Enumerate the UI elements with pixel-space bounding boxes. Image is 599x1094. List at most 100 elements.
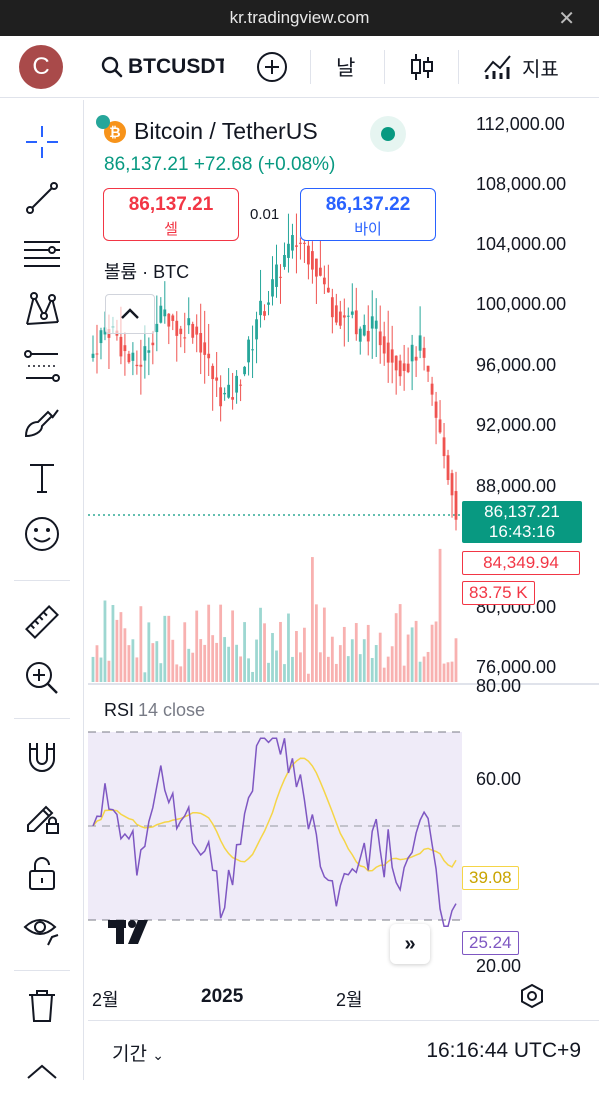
rsi-tick: 60.00 — [476, 769, 522, 789]
candle — [239, 384, 242, 386]
time-label: 2025 — [201, 986, 244, 1007]
price-axis[interactable]: 112,000.00 108,000.00 104,000.00 100,000… — [468, 100, 599, 684]
expand-toolbar[interactable] — [20, 1050, 64, 1094]
close-icon[interactable]: ✕ — [558, 8, 575, 30]
volume-bar — [322, 607, 326, 682]
avatar-letter: C — [32, 53, 50, 80]
search-icon — [101, 56, 123, 78]
tool-divider — [14, 580, 70, 581]
volume-bar — [239, 656, 242, 682]
candle — [183, 337, 187, 339]
remove-drawings-tool[interactable] — [20, 984, 64, 1028]
volume-bar — [99, 657, 103, 682]
volume-bar — [127, 645, 131, 682]
time-axis[interactable]: 2월 2025 2월 — [88, 980, 599, 1020]
lock-drawing-tool[interactable] — [20, 794, 64, 838]
indicators-button[interactable]: 지표 — [482, 36, 559, 98]
chart-settings-button[interactable] — [518, 982, 546, 1015]
legend-price: 86,137.21 +72.68 (+0.08%) — [104, 154, 335, 176]
url-text[interactable]: kr.tradingview.com — [229, 8, 370, 27]
period-selector[interactable]: 기간 ⌄ — [112, 1039, 164, 1066]
volume-bar — [418, 661, 422, 682]
volume-bar — [207, 604, 211, 682]
interval-button[interactable]: 날 — [336, 36, 355, 98]
ruler-tool[interactable] — [20, 600, 64, 644]
visibility-tool[interactable] — [20, 908, 64, 952]
pattern-tool[interactable] — [20, 288, 64, 332]
volume-bar — [394, 613, 398, 682]
market-open-icon[interactable] — [370, 116, 406, 152]
emoji-tool[interactable] — [20, 512, 64, 556]
buy-button[interactable]: 86,137.22 바이 — [300, 188, 436, 241]
symbol-title: Bitcoin / TetherUS — [134, 118, 318, 144]
sell-button[interactable]: 86,137.21 셀 — [103, 188, 239, 241]
rsi-title: RSI — [104, 700, 135, 720]
eye-icon — [23, 919, 59, 946]
candle — [450, 473, 454, 496]
symbol-search-button[interactable]: BTCUSDT — [100, 36, 224, 98]
volume-bar — [410, 627, 414, 682]
candle — [147, 350, 151, 353]
unlock-icon — [29, 857, 55, 890]
timezone-clock[interactable]: 16:16:44 UTC+9 — [426, 1039, 581, 1062]
crosshair-tool[interactable] — [20, 120, 64, 164]
candle — [414, 356, 418, 361]
bar-countdown: 16:43:16 — [488, 522, 556, 541]
volume-bar — [330, 636, 334, 682]
compare-button[interactable] — [256, 36, 288, 98]
fib-tool[interactable] — [20, 232, 64, 276]
volume-bar — [199, 639, 203, 682]
bitcoin-icon: ₿ — [96, 114, 126, 143]
volume-bar — [354, 623, 358, 682]
text-icon — [30, 464, 54, 493]
volume-bar — [147, 622, 151, 682]
tradingview-logo — [108, 920, 156, 951]
rsi-legend[interactable]: RSI 14 close — [104, 700, 205, 721]
avatar[interactable]: C — [19, 45, 63, 89]
volume-bar — [314, 604, 318, 682]
volume-bar — [334, 663, 338, 682]
volume-bar — [123, 628, 127, 682]
brush-tool[interactable] — [20, 400, 64, 444]
trendline-tool[interactable] — [20, 176, 64, 220]
volume-bar — [382, 667, 386, 682]
collapse-legend-button[interactable] — [105, 294, 155, 334]
candle — [167, 313, 171, 327]
volume-bar — [374, 645, 378, 682]
candle — [350, 311, 354, 315]
candle — [135, 364, 139, 367]
volume-bar — [159, 663, 163, 682]
scroll-to-realtime-button[interactable]: » — [390, 924, 430, 964]
tool-divider — [14, 718, 70, 719]
candle — [326, 287, 330, 293]
candle — [382, 336, 386, 354]
bottom-bar: 기간 ⌄ 16:16:44 UTC+9 — [88, 1020, 599, 1080]
volume-legend[interactable]: 볼륨 · BTC — [104, 262, 190, 282]
unlock-tool[interactable] — [20, 852, 64, 896]
volume-bar — [223, 637, 227, 682]
chart-area[interactable]: ₿ Bitcoin / TetherUS 86,137.21 +72.68 (+… — [88, 100, 599, 1020]
zoom-tool[interactable] — [20, 656, 64, 700]
rsi-tick: 80.00 — [476, 676, 522, 696]
chart-canvas[interactable] — [88, 100, 599, 1020]
candle — [99, 330, 103, 344]
chart-type-button[interactable] — [408, 36, 436, 98]
browser-url-bar[interactable]: kr.tradingview.com ✕ — [0, 0, 599, 36]
forecast-tool[interactable] — [20, 344, 64, 388]
candle — [307, 245, 310, 265]
candle — [426, 365, 430, 372]
volume-bar — [91, 656, 95, 682]
candle — [235, 375, 238, 393]
volume-bar — [191, 652, 195, 682]
magnet-tool[interactable] — [20, 736, 64, 780]
volume-bar — [295, 631, 298, 682]
volume-bar — [446, 662, 450, 682]
symbol-legend[interactable]: ₿ Bitcoin / TetherUS — [96, 114, 318, 145]
candle — [322, 277, 326, 285]
volume-bar — [251, 671, 254, 682]
candle — [151, 342, 155, 346]
volume-bar — [179, 666, 183, 682]
candle — [374, 320, 378, 329]
text-tool[interactable] — [20, 456, 64, 500]
candle — [338, 311, 342, 326]
